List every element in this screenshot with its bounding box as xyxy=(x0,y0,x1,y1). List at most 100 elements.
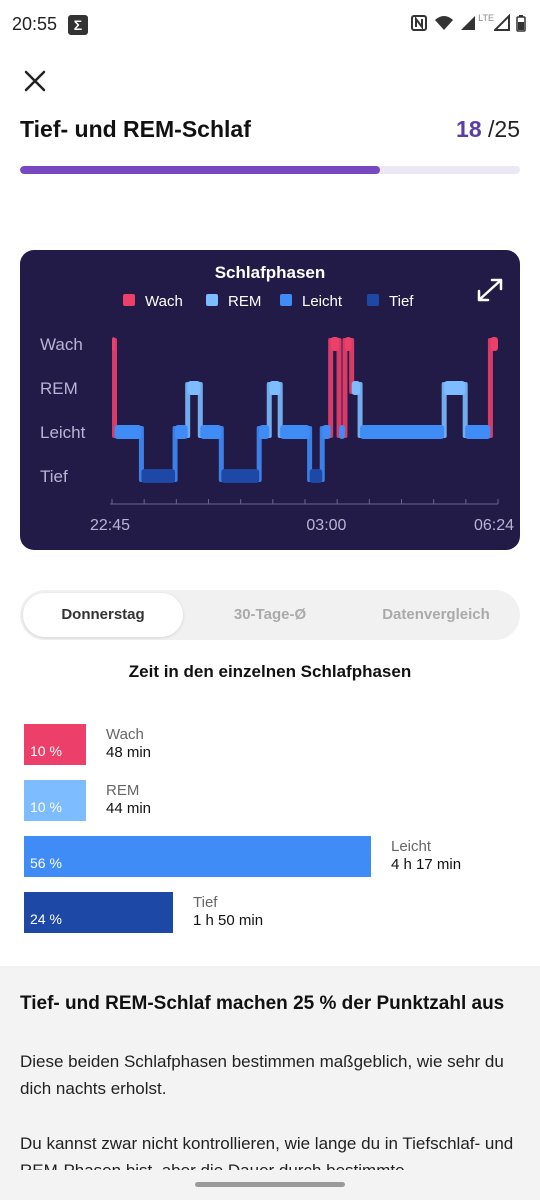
hypnogram-transition xyxy=(462,382,468,438)
stages-section-title: Zeit in den einzelnen Schlafphasen xyxy=(128,662,412,681)
stage-percent: 10 % xyxy=(30,799,62,815)
wifi-icon xyxy=(435,16,454,30)
y-label-wach: Wach xyxy=(40,335,83,354)
hypnogram-transition xyxy=(256,426,262,482)
nfc-icon xyxy=(411,15,428,31)
hypnogram-transition xyxy=(441,382,447,438)
hypnogram-segment-rem xyxy=(269,381,281,395)
stage-name: Tief xyxy=(193,894,218,911)
hypnogram-segment-leicht xyxy=(200,425,222,439)
info-section: Tief- und REM-Schlaf machen 25 % der Pun… xyxy=(0,966,540,1200)
hypnogram-segment-leicht xyxy=(322,425,331,439)
hypnogram-segment-leicht xyxy=(360,425,445,439)
score-value: 18 xyxy=(456,116,482,142)
stage-percent: 10 % xyxy=(30,743,62,759)
hypnogram-transition xyxy=(342,338,348,438)
status-icons: LTE xyxy=(410,13,526,32)
signal-icon xyxy=(461,16,476,30)
hypnogram-segment-rem xyxy=(351,381,361,395)
page-title: Tief- und REM-Schlaf xyxy=(20,116,251,142)
stage-bar-wach: 10 % xyxy=(24,724,86,765)
hypnogram-transition xyxy=(266,382,272,438)
stage-bar-leicht: 56 % xyxy=(24,836,371,877)
stage-bar-tief: 24 % xyxy=(24,892,173,933)
stage-percent: 24 % xyxy=(30,911,62,927)
hypnogram-segment-leicht xyxy=(175,425,188,439)
hypnogram-segment-leicht xyxy=(339,425,345,439)
stage-name: REM xyxy=(106,782,140,799)
hypnogram-transition xyxy=(172,426,178,482)
y-label-tief: Tief xyxy=(40,467,68,486)
sigma-notification-icon: Σ xyxy=(68,15,88,35)
close-icon xyxy=(24,70,46,92)
legend-label-wach: Wach xyxy=(145,293,183,310)
info-paragraph-1: Diese beiden Schlafphasen bestimmen maßg… xyxy=(20,1052,504,1098)
x-tick-label: 22:45 xyxy=(90,517,130,534)
info-paragraph-2: Du kannst zwar nicht kontrollieren, wie … xyxy=(20,1134,514,1170)
y-axis-labels: Wach REM Leicht Tief xyxy=(40,335,86,486)
home-indicator[interactable] xyxy=(195,1182,345,1187)
legend-label-rem: REM xyxy=(228,293,261,310)
legend-swatch-wach xyxy=(123,294,135,306)
x-axis-ticks: 22:45 03:00 06:24 xyxy=(90,499,514,534)
stage-percent: 56 % xyxy=(30,855,62,871)
score-total: /25 xyxy=(488,116,520,142)
hypnogram-segment-tief xyxy=(141,469,176,483)
hypnogram-transition xyxy=(138,426,144,482)
y-label-leicht: Leicht xyxy=(40,423,86,442)
x-tick-label: 03:00 xyxy=(306,517,346,534)
hypnogram-transition xyxy=(112,338,118,438)
hypnogram-segment-rem xyxy=(187,381,201,395)
hypnogram-segment-leicht xyxy=(280,425,310,439)
hypnogram-transition xyxy=(328,338,334,438)
hypnogram-segment-leicht xyxy=(259,425,270,439)
tab-datenvergleich[interactable]: Datenvergleich xyxy=(382,606,490,623)
score: 18 /25 xyxy=(456,116,520,143)
score-progress-fill xyxy=(20,166,380,174)
hypnogram-transition xyxy=(197,382,203,438)
chart-title: Schlafphasen xyxy=(215,263,326,282)
legend-label-tief: Tief xyxy=(389,293,414,310)
sleep-phases-chart-card: Schlafphasen Wach REM Leicht Tief Wach REM Le… xyxy=(20,250,520,550)
legend-swatch-leicht xyxy=(280,294,292,306)
tab-donnerstag[interactable]: Donnerstag xyxy=(23,593,183,637)
info-title: Tief- und REM-Schlaf machen 25 % der Pun… xyxy=(20,993,505,1014)
status-bar: 20:55 Σ LTE xyxy=(0,0,540,50)
legend-swatch-tief xyxy=(367,294,379,306)
hypnogram-transition xyxy=(319,426,325,482)
hypnogram-segment-leicht xyxy=(114,425,142,439)
x-tick-label: 06:24 xyxy=(474,517,514,534)
sleep-phases-chart: Schlafphasen Wach REM Leicht Tief Wach REM Le… xyxy=(40,263,514,534)
hypnogram-segment-tief xyxy=(309,469,323,483)
lte-indicator: LTE xyxy=(478,13,494,23)
stage-duration: 4 h 17 min xyxy=(391,856,462,873)
hypnogram-transition xyxy=(336,338,342,438)
battery-icon xyxy=(516,15,526,32)
legend-swatch-rem xyxy=(206,294,218,306)
tab-30-tage[interactable]: 30-Tage-Ø xyxy=(233,606,307,623)
stage-name: Leicht xyxy=(391,838,432,855)
stage-duration: 1 h 50 min xyxy=(193,912,264,929)
close-button[interactable] xyxy=(22,68,48,94)
hypnogram-transition xyxy=(185,382,191,438)
expand-icon xyxy=(477,278,503,302)
hypnogram-segment-wach xyxy=(112,337,115,351)
status-time: 20:55 xyxy=(12,14,58,34)
stage-duration: 44 min xyxy=(106,800,152,817)
hypnogram-segments xyxy=(112,337,498,483)
chart-legend: Wach REM Leicht Tief xyxy=(123,293,414,310)
hypnogram-transition xyxy=(487,338,493,438)
hypnogram-transition xyxy=(349,338,355,394)
hypnogram-transition xyxy=(218,426,224,482)
hypnogram-segment-rem xyxy=(444,381,466,395)
hypnogram-transition xyxy=(277,382,283,438)
hypnogram-segment-wach xyxy=(344,337,352,351)
hypnogram-segment-tief xyxy=(221,469,260,483)
y-label-rem: REM xyxy=(40,379,78,398)
hypnogram-segment-wach xyxy=(490,337,498,351)
expand-button[interactable] xyxy=(472,274,508,306)
score-progress-bar xyxy=(20,166,520,174)
period-tabs: Donnerstag 30-Tage-Ø Datenvergleich xyxy=(20,590,520,640)
stage-bar-rem: 10 % xyxy=(24,780,86,821)
stage-name: Wach xyxy=(106,726,144,743)
